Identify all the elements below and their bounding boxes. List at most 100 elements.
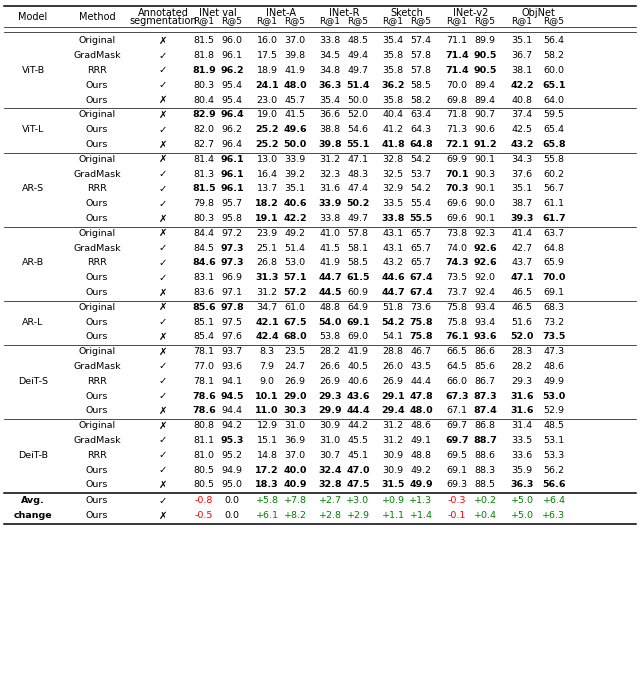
- Text: 53.8: 53.8: [319, 332, 340, 341]
- Text: 81.8: 81.8: [193, 51, 214, 60]
- Text: 73.5: 73.5: [542, 332, 566, 341]
- Text: 80.3: 80.3: [193, 81, 214, 90]
- Text: 49.2: 49.2: [410, 466, 431, 474]
- Text: 90.1: 90.1: [474, 185, 495, 193]
- Text: ✓: ✓: [159, 391, 167, 401]
- Text: 38.1: 38.1: [511, 66, 532, 75]
- Text: 41.9: 41.9: [348, 347, 369, 356]
- Text: 82.9: 82.9: [192, 111, 216, 119]
- Text: 71.3: 71.3: [447, 125, 468, 134]
- Text: 0.0: 0.0: [225, 496, 239, 506]
- Text: 31.4: 31.4: [511, 421, 532, 430]
- Text: 43.5: 43.5: [410, 362, 431, 371]
- Text: 30.9: 30.9: [383, 451, 404, 460]
- Text: 94.9: 94.9: [221, 466, 243, 474]
- Text: 43.1: 43.1: [383, 228, 404, 238]
- Text: 47.5: 47.5: [346, 481, 370, 489]
- Text: 18.2: 18.2: [255, 200, 279, 208]
- Text: Ours: Ours: [86, 496, 108, 506]
- Text: 96.9: 96.9: [221, 273, 243, 282]
- Text: 81.5: 81.5: [192, 185, 216, 193]
- Text: 56.6: 56.6: [542, 481, 566, 489]
- Text: 29.3: 29.3: [318, 392, 342, 400]
- Text: 55.1: 55.1: [346, 140, 370, 149]
- Text: 44.2: 44.2: [348, 421, 369, 430]
- Text: 29.4: 29.4: [381, 406, 405, 415]
- Text: GradMask: GradMask: [73, 51, 121, 60]
- Text: ✓: ✓: [159, 361, 167, 371]
- Text: 17.2: 17.2: [255, 466, 279, 474]
- Text: 56.2: 56.2: [543, 466, 564, 474]
- Text: 70.1: 70.1: [445, 170, 468, 179]
- Text: AR-B: AR-B: [22, 258, 44, 268]
- Text: Ours: Ours: [86, 273, 108, 282]
- Text: 57.8: 57.8: [410, 66, 431, 75]
- Text: 61.5: 61.5: [346, 273, 370, 282]
- Text: 55.5: 55.5: [410, 214, 433, 223]
- Text: 75.8: 75.8: [447, 303, 467, 312]
- Text: 58.2: 58.2: [410, 96, 431, 104]
- Text: 65.9: 65.9: [543, 258, 564, 268]
- Text: 67.4: 67.4: [409, 288, 433, 297]
- Text: +1.4: +1.4: [410, 511, 433, 520]
- Text: 56.7: 56.7: [543, 185, 564, 193]
- Text: INet-R: INet-R: [329, 8, 359, 18]
- Text: 47.1: 47.1: [510, 273, 534, 282]
- Text: 26.6: 26.6: [319, 362, 340, 371]
- Text: 95.8: 95.8: [221, 214, 243, 223]
- Text: R@5: R@5: [285, 16, 305, 26]
- Text: 65.8: 65.8: [542, 140, 566, 149]
- Text: 58.2: 58.2: [543, 51, 564, 60]
- Text: +3.0: +3.0: [346, 496, 369, 506]
- Text: 31.6: 31.6: [510, 406, 534, 415]
- Text: RRR: RRR: [87, 258, 107, 268]
- Text: 50.0: 50.0: [348, 96, 369, 104]
- Text: Sketch: Sketch: [390, 8, 424, 18]
- Text: 97.3: 97.3: [220, 243, 244, 253]
- Text: 72.1: 72.1: [445, 140, 469, 149]
- Text: 96.2: 96.2: [221, 125, 243, 134]
- Text: 32.9: 32.9: [383, 185, 404, 193]
- Text: 78.6: 78.6: [192, 392, 216, 400]
- Text: 81.3: 81.3: [193, 170, 214, 179]
- Text: 36.2: 36.2: [381, 81, 404, 90]
- Text: 74.0: 74.0: [447, 243, 467, 253]
- Text: Ours: Ours: [86, 288, 108, 297]
- Text: 91.2: 91.2: [473, 140, 497, 149]
- Text: 8.3: 8.3: [259, 347, 275, 356]
- Text: DeiT-B: DeiT-B: [18, 451, 48, 460]
- Text: 71.8: 71.8: [447, 111, 467, 119]
- Text: 44.4: 44.4: [410, 377, 431, 386]
- Text: 47.3: 47.3: [543, 347, 564, 356]
- Text: 15.1: 15.1: [257, 436, 278, 445]
- Text: GradMask: GradMask: [73, 170, 121, 179]
- Text: 61.7: 61.7: [542, 214, 566, 223]
- Text: 89.4: 89.4: [474, 81, 495, 90]
- Text: 93.6: 93.6: [221, 362, 243, 371]
- Text: ✗: ✗: [159, 346, 167, 357]
- Text: 95.4: 95.4: [221, 96, 243, 104]
- Text: 19.1: 19.1: [255, 214, 279, 223]
- Text: 32.3: 32.3: [319, 170, 340, 179]
- Text: 28.2: 28.2: [319, 347, 340, 356]
- Text: 57.1: 57.1: [284, 273, 307, 282]
- Text: 47.1: 47.1: [348, 155, 369, 164]
- Text: 18.3: 18.3: [255, 481, 279, 489]
- Text: 26.8: 26.8: [257, 258, 278, 268]
- Text: -0.8: -0.8: [195, 496, 213, 506]
- Text: Annotated: Annotated: [138, 8, 188, 18]
- Text: 63.4: 63.4: [410, 111, 431, 119]
- Text: 82.7: 82.7: [193, 140, 214, 149]
- Text: 47.4: 47.4: [348, 185, 369, 193]
- Text: 79.8: 79.8: [193, 200, 214, 208]
- Text: Ours: Ours: [86, 200, 108, 208]
- Text: 33.5: 33.5: [382, 200, 404, 208]
- Text: 41.4: 41.4: [511, 228, 532, 238]
- Text: 13.0: 13.0: [257, 155, 278, 164]
- Text: 64.5: 64.5: [447, 362, 467, 371]
- Text: 97.6: 97.6: [221, 332, 243, 341]
- Text: ✗: ✗: [159, 36, 167, 46]
- Text: 90.3: 90.3: [474, 170, 495, 179]
- Text: 66.0: 66.0: [447, 377, 467, 386]
- Text: 41.5: 41.5: [285, 111, 305, 119]
